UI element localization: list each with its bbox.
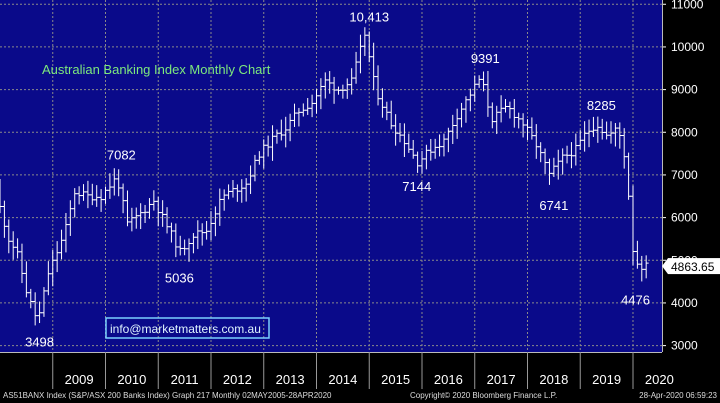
last-price-marker: 4863.65 — [662, 258, 720, 275]
y-tick-label: 7000 — [671, 168, 698, 182]
annotation-label: 8285 — [587, 98, 616, 113]
y-axis-ticks: 30004000500060007000800090001000011000 — [662, 0, 705, 353]
annotation-label: 10,413 — [349, 9, 389, 24]
annotation-label: 4476 — [621, 293, 650, 308]
annotation-label: 7082 — [107, 147, 136, 162]
x-tick-label: 2016 — [434, 372, 463, 387]
x-tick-label: 2013 — [276, 372, 305, 387]
y-tick-label: 3000 — [671, 339, 698, 353]
x-tick-label: 2015 — [381, 372, 410, 387]
watermark-text: info@marketmatters.com.au — [110, 322, 261, 336]
x-tick-label: 2017 — [487, 372, 516, 387]
annotation-label: 6741 — [539, 198, 568, 213]
x-tick-label: 2010 — [117, 372, 146, 387]
x-tick-label: 2011 — [171, 372, 199, 387]
ohlc-bar — [643, 255, 649, 279]
annotation-label: 5036 — [165, 271, 194, 286]
x-tick-label: 2018 — [539, 372, 568, 387]
watermark-box: info@marketmatters.com.au — [105, 317, 270, 339]
footer-timestamp: 28-Apr-2020 06:59:23 — [639, 391, 717, 400]
x-tick-label: 2019 — [592, 372, 621, 387]
y-tick-label: 10000 — [671, 40, 705, 54]
last-price-box — [668, 258, 720, 275]
footer-source: AS51BANX Index (S&P/ASX 200 Banks Index)… — [3, 391, 332, 400]
y-tick-label: 8000 — [671, 125, 698, 139]
x-tick-label: 2012 — [223, 372, 252, 387]
annotations: 10,413 9391 8285 7082 7144 6741 5036 3498 4476 — [25, 9, 650, 349]
grid-lines — [0, 0, 662, 352]
x-tick-label: 2020 — [645, 372, 674, 387]
x-tick-label: 2014 — [328, 372, 357, 387]
annotation-label: 9391 — [471, 51, 500, 66]
x-axis: 2009 2010 2011 2012 2013 2014 2015 2016 2017 2018… — [0, 0, 720, 389]
y-tick-label: 4000 — [671, 296, 698, 310]
x-axis-band — [0, 352, 720, 389]
footer-bar: AS51BANX Index (S&P/ASX 200 Banks Index)… — [0, 389, 720, 403]
y-tick-label: 9000 — [671, 83, 698, 97]
y-tick-label: 11000 — [671, 0, 704, 11]
footer-copyright: Copyright© 2020 Bloomberg Finance L.P. — [410, 391, 558, 400]
ohlc-bars — [0, 27, 649, 326]
chart-title: Australian Banking Index Monthly Chart — [42, 62, 271, 77]
annotation-label: 3498 — [25, 334, 54, 349]
x-tick-label: 2009 — [65, 372, 94, 387]
last-price-arrow — [662, 258, 668, 275]
last-price-label: 4863.65 — [671, 260, 715, 274]
watermark-border — [105, 317, 270, 339]
plot-area — [0, 0, 662, 352]
annotation-label: 7144 — [402, 179, 431, 194]
y-tick-label: 6000 — [671, 211, 698, 225]
